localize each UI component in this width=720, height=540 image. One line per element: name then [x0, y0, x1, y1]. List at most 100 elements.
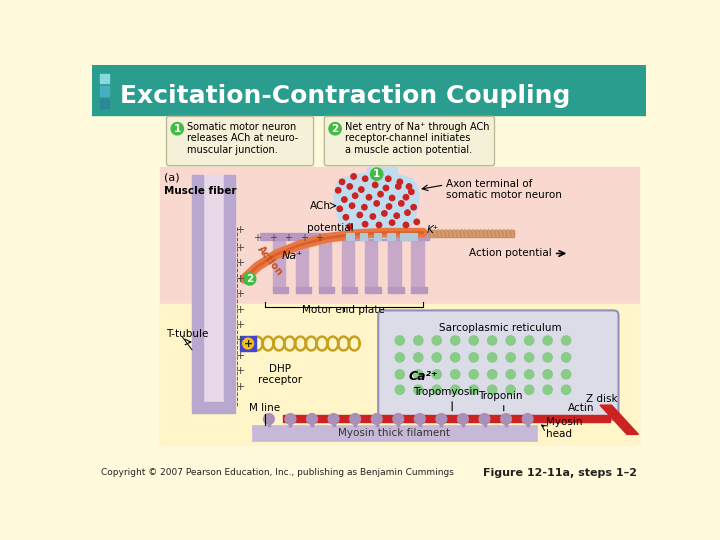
Circle shape — [414, 385, 423, 394]
Circle shape — [362, 221, 368, 227]
Circle shape — [411, 205, 416, 210]
Text: M line: M line — [250, 403, 281, 413]
Circle shape — [457, 414, 468, 424]
Bar — [273, 240, 285, 291]
Circle shape — [469, 385, 478, 394]
Circle shape — [469, 370, 478, 379]
Circle shape — [543, 385, 552, 394]
Circle shape — [487, 370, 497, 379]
Text: T-tubule: T-tubule — [166, 329, 208, 339]
Circle shape — [395, 336, 405, 345]
Circle shape — [562, 353, 571, 362]
Bar — [342, 240, 354, 291]
Circle shape — [403, 222, 409, 228]
Circle shape — [414, 353, 423, 362]
Circle shape — [525, 336, 534, 345]
Circle shape — [366, 194, 372, 200]
Bar — [99, 74, 109, 83]
Circle shape — [403, 194, 409, 200]
Circle shape — [343, 214, 348, 220]
Circle shape — [543, 370, 552, 379]
Bar — [99, 99, 109, 108]
Text: ACh: ACh — [310, 201, 330, 211]
Circle shape — [522, 414, 533, 424]
Circle shape — [436, 414, 447, 424]
Text: (a): (a) — [164, 173, 180, 183]
Circle shape — [469, 336, 478, 345]
Circle shape — [414, 336, 423, 345]
Bar — [240, 336, 256, 351]
Text: Myosin thick filament: Myosin thick filament — [338, 428, 449, 438]
Text: +: + — [235, 225, 245, 235]
Bar — [203, 175, 224, 406]
Bar — [319, 287, 334, 294]
Bar — [387, 233, 395, 240]
Circle shape — [362, 176, 368, 181]
Circle shape — [374, 172, 379, 178]
Text: 1: 1 — [174, 124, 181, 134]
Text: +: + — [253, 233, 261, 243]
Text: Action: Action — [256, 244, 285, 278]
Circle shape — [432, 336, 441, 345]
Bar — [160, 167, 639, 444]
Circle shape — [451, 385, 460, 394]
Circle shape — [414, 219, 420, 225]
Circle shape — [409, 189, 414, 194]
Circle shape — [339, 179, 345, 185]
Circle shape — [374, 201, 379, 206]
Text: +: + — [315, 233, 323, 243]
Circle shape — [390, 220, 395, 225]
Circle shape — [543, 336, 552, 345]
Text: +: + — [235, 243, 245, 253]
Circle shape — [487, 336, 497, 345]
Bar — [365, 240, 377, 291]
Text: +: + — [235, 351, 245, 361]
Text: +: + — [243, 339, 253, 348]
Circle shape — [361, 205, 367, 210]
Circle shape — [432, 370, 441, 379]
Bar — [365, 287, 381, 294]
Text: K⁺: K⁺ — [427, 225, 439, 235]
Circle shape — [562, 385, 571, 394]
Bar — [92, 65, 647, 115]
Circle shape — [406, 184, 412, 189]
Polygon shape — [334, 173, 419, 238]
Bar — [409, 233, 417, 240]
Circle shape — [243, 338, 253, 349]
Circle shape — [359, 187, 364, 192]
Bar — [99, 86, 109, 96]
Circle shape — [382, 211, 387, 216]
Text: Actin: Actin — [567, 403, 594, 413]
Circle shape — [525, 385, 534, 394]
Circle shape — [432, 385, 441, 394]
FancyBboxPatch shape — [166, 117, 314, 166]
Text: +: + — [284, 233, 292, 243]
Circle shape — [562, 336, 571, 345]
Circle shape — [543, 353, 552, 362]
Text: 1: 1 — [373, 169, 380, 179]
Text: +: + — [235, 320, 245, 330]
Circle shape — [349, 203, 355, 208]
Bar — [400, 233, 408, 240]
Circle shape — [506, 370, 516, 379]
Text: +: + — [235, 305, 245, 315]
Text: +: + — [235, 274, 245, 284]
Text: 2: 2 — [331, 124, 338, 134]
Bar — [192, 402, 235, 413]
Text: +: + — [235, 366, 245, 376]
Circle shape — [387, 204, 392, 209]
Text: Somatic motor neuron
releases ACh at neuro-
muscular junction.: Somatic motor neuron releases ACh at neu… — [187, 122, 299, 155]
Circle shape — [405, 210, 410, 215]
Bar — [411, 287, 427, 294]
Circle shape — [285, 414, 296, 424]
Circle shape — [395, 385, 405, 394]
Text: Na⁺: Na⁺ — [282, 251, 302, 261]
Circle shape — [395, 184, 401, 189]
Bar — [342, 287, 357, 294]
Circle shape — [525, 353, 534, 362]
Text: Axon terminal of
somatic motor neuron: Axon terminal of somatic motor neuron — [446, 179, 562, 200]
Bar — [224, 175, 235, 406]
Circle shape — [399, 201, 404, 206]
FancyBboxPatch shape — [378, 310, 618, 420]
Text: Tropomyosin: Tropomyosin — [413, 387, 479, 397]
